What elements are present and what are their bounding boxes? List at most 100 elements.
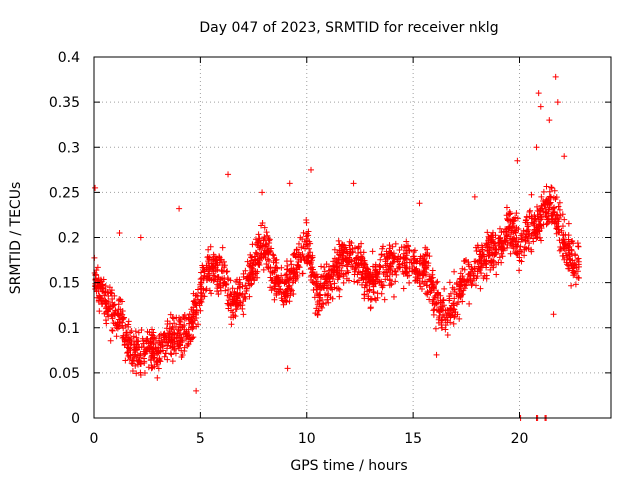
data-point [369, 248, 376, 255]
data-point [269, 270, 276, 277]
data-point [327, 266, 334, 273]
data-point [192, 301, 199, 308]
data-point [416, 200, 423, 207]
data-point [116, 229, 123, 236]
data-point [544, 216, 551, 223]
data-point [105, 308, 112, 315]
data-point [376, 263, 383, 270]
data-point [336, 247, 343, 254]
x-tick-label: 20 [511, 431, 529, 447]
data-point [252, 236, 259, 243]
x-tick-label: 10 [298, 431, 316, 447]
data-point [403, 269, 410, 276]
data-point [114, 321, 121, 328]
data-point [485, 237, 492, 244]
data-point [496, 225, 503, 232]
data-point [575, 243, 582, 250]
data-point [381, 296, 388, 303]
data-point [504, 233, 511, 240]
data-point [113, 322, 120, 329]
data-point [474, 273, 481, 280]
data-point [108, 327, 115, 334]
data-point [295, 263, 302, 270]
data-point [92, 184, 99, 191]
data-point [140, 355, 147, 362]
data-point [423, 290, 430, 297]
data-point [561, 216, 568, 223]
data-point [370, 288, 377, 295]
data-point [229, 309, 236, 316]
data-point [389, 259, 396, 266]
data-point [329, 295, 336, 302]
y-tick-label: 0.25 [49, 185, 80, 201]
data-point [230, 312, 237, 319]
data-point [437, 308, 444, 315]
data-point [471, 275, 478, 282]
data-point [366, 278, 373, 285]
data-point [315, 307, 322, 314]
data-point [305, 228, 312, 235]
data-point [204, 254, 211, 261]
axis-ticks [93, 56, 611, 419]
data-point [438, 319, 445, 326]
data-point [250, 259, 257, 266]
data-point [410, 259, 417, 266]
data-point [504, 244, 511, 251]
data-point [534, 203, 541, 210]
data-point [262, 241, 269, 248]
data-point [248, 264, 255, 271]
data-point [509, 235, 516, 242]
data-point [178, 353, 185, 360]
data-point [370, 289, 377, 296]
data-point [208, 263, 215, 270]
data-point [381, 253, 388, 260]
data-point [127, 329, 134, 336]
data-point [511, 227, 518, 234]
data-point [251, 277, 258, 284]
data-point [489, 238, 496, 245]
data-point [181, 344, 188, 351]
data-point [505, 210, 512, 217]
data-point [363, 282, 370, 289]
data-point [297, 257, 304, 264]
data-point [330, 273, 337, 280]
data-point [378, 251, 385, 258]
data-point [324, 296, 331, 303]
data-point [367, 304, 374, 311]
data-point [160, 331, 167, 338]
data-point [277, 286, 284, 293]
data-point [312, 310, 319, 317]
data-point [513, 210, 520, 217]
data-point [349, 248, 356, 255]
data-point [400, 285, 407, 292]
data-point [190, 334, 197, 341]
data-point [503, 233, 510, 240]
data-point [219, 262, 226, 269]
data-point [256, 237, 263, 244]
data-point [240, 311, 247, 318]
data-point [537, 206, 544, 213]
data-point [528, 191, 535, 198]
data-point [91, 269, 98, 276]
data-point [378, 290, 385, 297]
data-point [390, 293, 397, 300]
data-point [145, 340, 152, 347]
data-point [379, 245, 386, 252]
data-point [392, 268, 399, 275]
data-point [411, 247, 418, 254]
data-point [109, 327, 116, 334]
data-point [132, 362, 139, 369]
data-point [174, 338, 181, 345]
data-point [260, 266, 267, 273]
data-point [472, 258, 479, 265]
data-point [447, 290, 454, 297]
data-point [562, 231, 569, 238]
data-point [246, 293, 253, 300]
data-point [502, 226, 509, 233]
data-point [109, 315, 116, 322]
data-point [300, 254, 307, 261]
data-point [244, 258, 251, 265]
data-point [405, 243, 412, 250]
data-point [267, 284, 274, 291]
data-point [446, 295, 453, 302]
